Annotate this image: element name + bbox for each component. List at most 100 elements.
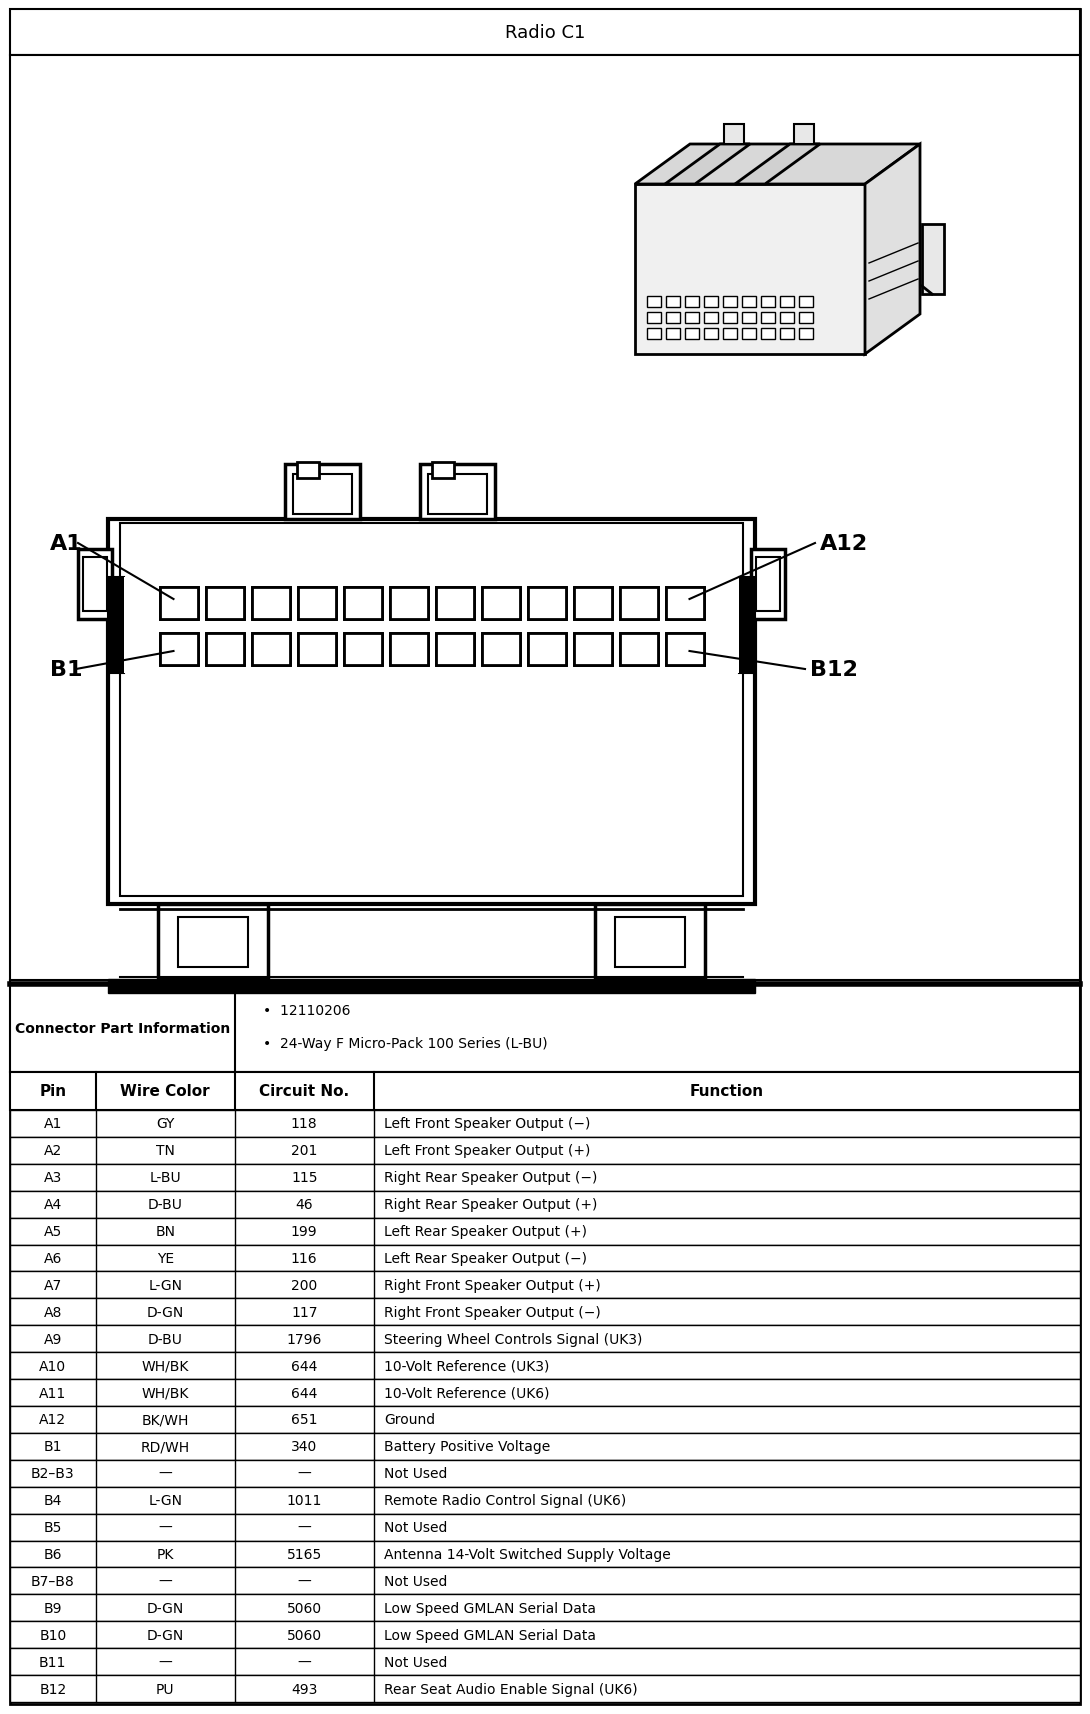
Text: BN: BN bbox=[155, 1224, 175, 1239]
Text: Remote Radio Control Signal (UK6): Remote Radio Control Signal (UK6) bbox=[384, 1493, 626, 1507]
Bar bbox=[482, 634, 520, 665]
Text: A11: A11 bbox=[39, 1385, 66, 1400]
Bar bbox=[482, 588, 520, 620]
Bar bbox=[120, 524, 743, 896]
Text: Left Rear Speaker Output (−): Left Rear Speaker Output (−) bbox=[384, 1251, 586, 1265]
Bar bbox=[10, 1138, 1080, 1164]
Bar bbox=[298, 588, 336, 620]
Bar bbox=[10, 1541, 1080, 1568]
Bar bbox=[922, 225, 944, 295]
Text: L-GN: L-GN bbox=[148, 1493, 182, 1507]
Bar bbox=[10, 1325, 1080, 1352]
Text: D-GN: D-GN bbox=[146, 1601, 184, 1615]
Text: D-GN: D-GN bbox=[146, 1628, 184, 1642]
Bar bbox=[178, 917, 249, 967]
Bar bbox=[252, 634, 290, 665]
Bar bbox=[666, 314, 680, 324]
Bar bbox=[10, 1380, 1080, 1405]
Text: Function: Function bbox=[690, 1083, 764, 1099]
Text: 10-Volt Reference (UK3): 10-Volt Reference (UK3) bbox=[384, 1359, 549, 1373]
Text: A1: A1 bbox=[50, 533, 83, 554]
Text: A3: A3 bbox=[44, 1171, 62, 1184]
Bar bbox=[252, 634, 290, 665]
Bar bbox=[799, 314, 813, 324]
Text: B12: B12 bbox=[39, 1681, 66, 1695]
Bar bbox=[666, 297, 680, 309]
Bar bbox=[428, 475, 487, 514]
Polygon shape bbox=[865, 146, 920, 355]
Bar bbox=[78, 550, 112, 620]
Bar bbox=[252, 588, 290, 620]
Text: Not Used: Not Used bbox=[384, 1573, 447, 1587]
Text: Steering Wheel Controls Signal (UK3): Steering Wheel Controls Signal (UK3) bbox=[384, 1332, 642, 1345]
Text: Wire Color: Wire Color bbox=[120, 1083, 210, 1099]
Bar bbox=[751, 550, 785, 620]
Bar bbox=[108, 665, 755, 674]
Text: PU: PU bbox=[156, 1681, 174, 1695]
Bar bbox=[10, 1594, 1080, 1621]
Text: B2–B3: B2–B3 bbox=[31, 1467, 74, 1481]
Text: Not Used: Not Used bbox=[384, 1654, 447, 1669]
Text: BK/WH: BK/WH bbox=[142, 1412, 189, 1426]
Text: Low Speed GMLAN Serial Data: Low Speed GMLAN Serial Data bbox=[384, 1628, 596, 1642]
Bar bbox=[10, 1164, 1080, 1191]
Bar bbox=[724, 125, 744, 146]
Bar bbox=[482, 634, 520, 665]
Text: Connector Part Information: Connector Part Information bbox=[15, 1022, 230, 1035]
Bar bbox=[619, 634, 657, 665]
Text: Circuit No.: Circuit No. bbox=[259, 1083, 349, 1099]
Bar bbox=[389, 588, 427, 620]
Bar bbox=[343, 588, 382, 620]
Text: D-BU: D-BU bbox=[148, 1198, 183, 1212]
Text: Battery Positive Voltage: Battery Positive Voltage bbox=[384, 1440, 550, 1453]
Text: 201: 201 bbox=[291, 1143, 317, 1157]
Text: —: — bbox=[158, 1520, 172, 1534]
Bar bbox=[10, 1299, 1080, 1325]
Text: Left Front Speaker Output (+): Left Front Speaker Output (+) bbox=[384, 1143, 590, 1157]
Bar bbox=[799, 297, 813, 309]
Text: Right Front Speaker Output (−): Right Front Speaker Output (−) bbox=[384, 1304, 601, 1320]
Bar bbox=[343, 634, 382, 665]
Bar bbox=[436, 588, 473, 620]
Text: B10: B10 bbox=[39, 1628, 66, 1642]
Text: 118: 118 bbox=[291, 1118, 317, 1131]
Bar bbox=[10, 984, 1080, 1073]
Bar bbox=[780, 297, 794, 309]
Text: —: — bbox=[298, 1654, 311, 1669]
Text: A12: A12 bbox=[39, 1412, 66, 1426]
Bar bbox=[159, 588, 197, 620]
Text: —: — bbox=[158, 1467, 172, 1481]
Text: B4: B4 bbox=[44, 1493, 62, 1507]
Text: D-BU: D-BU bbox=[148, 1332, 183, 1345]
Text: A2: A2 bbox=[44, 1143, 62, 1157]
Text: —: — bbox=[298, 1573, 311, 1587]
Bar bbox=[10, 1486, 1080, 1513]
Bar bbox=[10, 1073, 1080, 1111]
Bar bbox=[666, 634, 703, 665]
Text: 116: 116 bbox=[291, 1251, 317, 1265]
Bar bbox=[647, 297, 661, 309]
Bar bbox=[10, 1244, 1080, 1272]
Bar bbox=[389, 634, 427, 665]
Text: B9: B9 bbox=[44, 1601, 62, 1615]
Text: B6: B6 bbox=[44, 1548, 62, 1561]
Bar bbox=[794, 125, 814, 146]
Text: A9: A9 bbox=[44, 1332, 62, 1345]
Bar bbox=[666, 634, 703, 665]
Bar bbox=[10, 1352, 1080, 1380]
Bar bbox=[10, 1675, 1080, 1702]
Bar bbox=[685, 297, 699, 309]
Bar bbox=[482, 588, 520, 620]
Text: 117: 117 bbox=[291, 1304, 317, 1320]
Bar bbox=[298, 634, 336, 665]
Text: B7–B8: B7–B8 bbox=[31, 1573, 75, 1587]
Bar bbox=[158, 905, 268, 979]
Text: PK: PK bbox=[157, 1548, 173, 1561]
Text: •  24-Way F Micro-Pack 100 Series (L-BU): • 24-Way F Micro-Pack 100 Series (L-BU) bbox=[263, 1037, 547, 1051]
Text: B1: B1 bbox=[44, 1440, 62, 1453]
Text: WH/BK: WH/BK bbox=[142, 1385, 189, 1400]
Bar bbox=[799, 329, 813, 339]
Text: Rear Seat Audio Enable Signal (UK6): Rear Seat Audio Enable Signal (UK6) bbox=[384, 1681, 638, 1695]
Bar bbox=[159, 634, 197, 665]
Text: 340: 340 bbox=[291, 1440, 317, 1453]
